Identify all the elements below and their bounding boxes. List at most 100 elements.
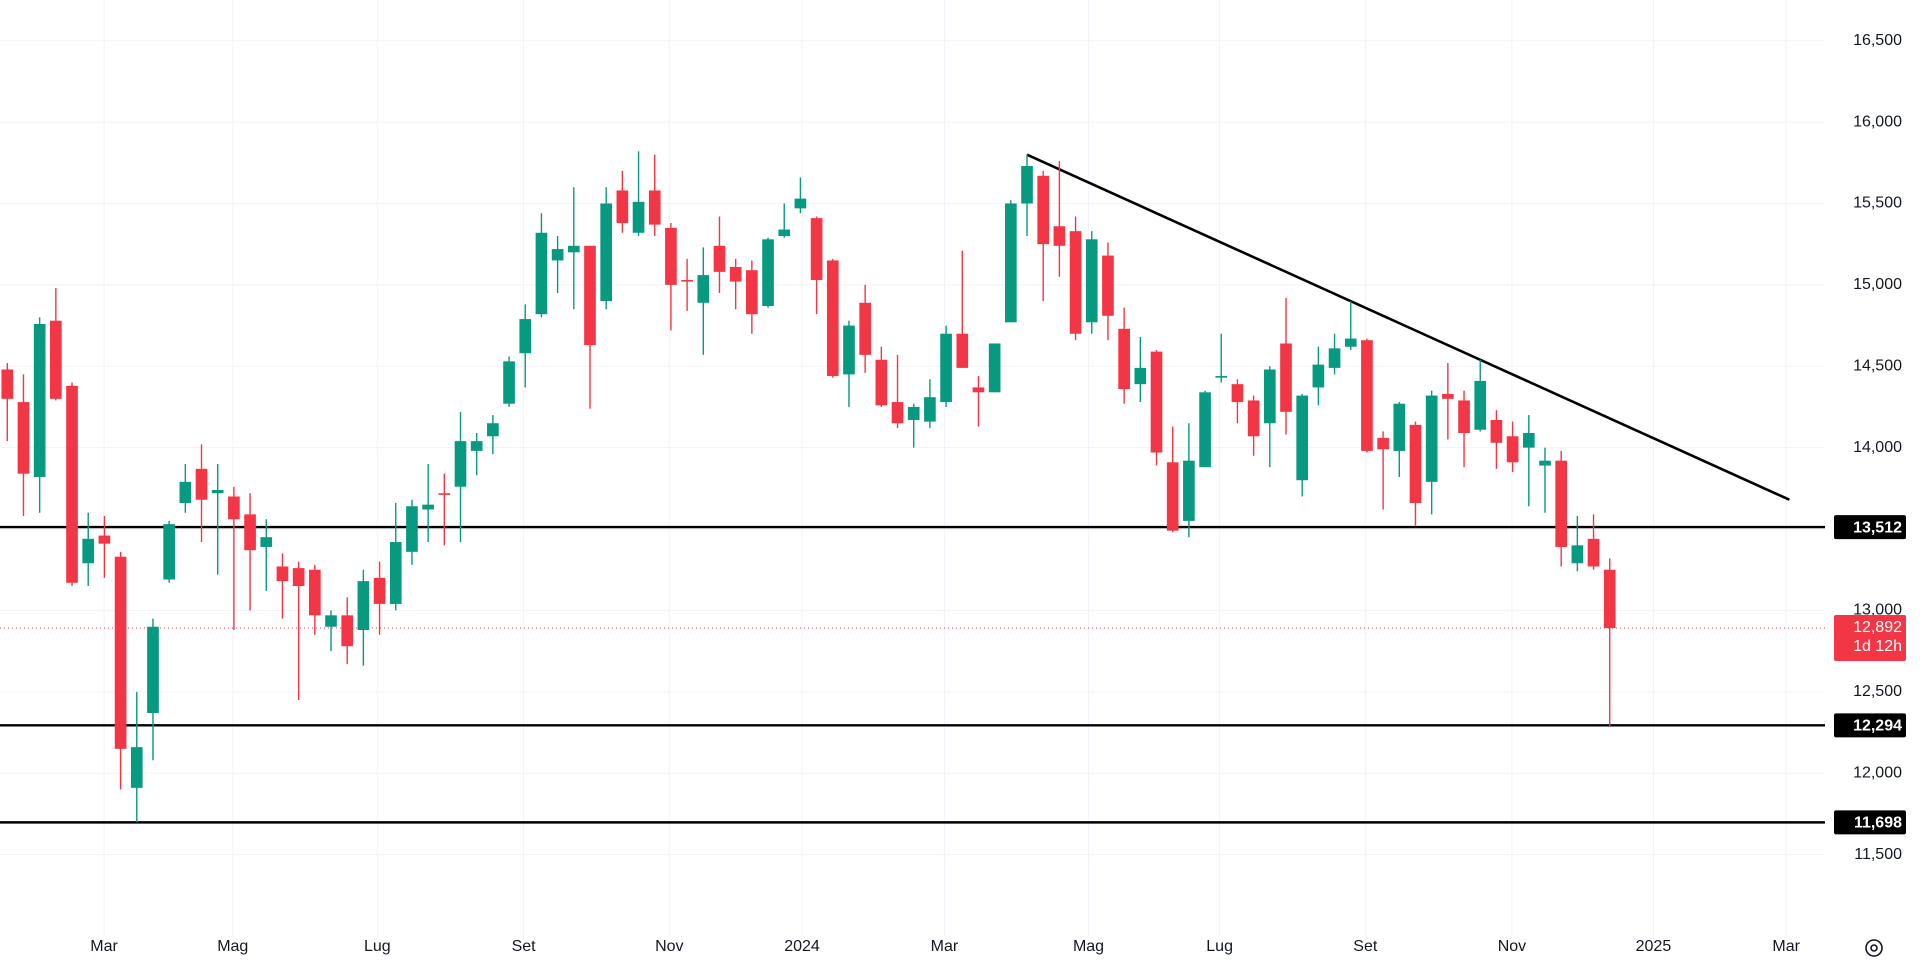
candle-body: [1263, 369, 1276, 424]
settings-icon[interactable]: [1865, 939, 1883, 957]
last-price-box: [1834, 615, 1906, 662]
candles: [1, 151, 1616, 823]
candle-body: [1005, 203, 1017, 323]
candle-body: [1166, 462, 1179, 531]
x-tick-label: Nov: [655, 938, 683, 955]
candle-body: [228, 496, 240, 520]
candle-body: [567, 245, 580, 253]
y-tick-label: 12,500: [1853, 683, 1902, 700]
candle-body: [810, 218, 823, 280]
candle-body: [972, 387, 985, 393]
candle-body: [826, 260, 839, 377]
level-label-box: [1834, 713, 1906, 738]
candle-body: [1296, 395, 1309, 481]
x-tick-label: Lug: [1206, 938, 1233, 955]
candle-body: [1183, 460, 1195, 521]
candle-body: [875, 359, 888, 406]
candle-body: [1102, 255, 1114, 316]
candle-body: [82, 538, 95, 564]
candle-body: [1037, 175, 1050, 245]
candle-body: [713, 245, 726, 272]
x-tick-label: Mar: [90, 938, 118, 955]
candle-body: [179, 481, 192, 503]
candle-body: [1199, 392, 1211, 468]
candle-body: [1247, 400, 1260, 437]
candle-body: [1377, 437, 1389, 450]
candle-body: [487, 423, 499, 437]
candle-body: [1571, 545, 1584, 564]
candle-body: [665, 227, 677, 285]
candle-body: [648, 190, 661, 225]
candle-body: [195, 468, 208, 500]
candle-body: [843, 325, 855, 375]
candle-body: [729, 266, 742, 282]
candle-body: [325, 615, 337, 627]
y-tick-label: 16,000: [1853, 113, 1902, 130]
candle-body: [1280, 343, 1292, 412]
candle-body: [924, 397, 936, 422]
candle-body: [211, 489, 224, 494]
candle-body: [1134, 367, 1147, 385]
candle-body: [1312, 364, 1325, 388]
candle-body: [1069, 231, 1082, 334]
candle-body: [98, 535, 111, 544]
y-tick-label: 11,500: [1854, 846, 1902, 863]
candle-body: [308, 569, 321, 616]
candle-body: [616, 190, 629, 224]
candle-body: [632, 201, 645, 233]
y-tick-label: 15,500: [1853, 195, 1902, 212]
candle-body: [1425, 395, 1438, 482]
candle-body: [1, 369, 14, 399]
candle-body: [1490, 419, 1503, 443]
candle-body: [292, 568, 305, 587]
candle-body: [373, 577, 386, 604]
grid: [0, 0, 1825, 936]
candle-body: [1555, 460, 1567, 547]
candle-body: [519, 319, 532, 354]
x-tick-label: 2024: [784, 938, 820, 955]
y-tick-label: 13,000: [1853, 602, 1902, 619]
candle-body: [1458, 400, 1470, 434]
level-label-box: [1834, 810, 1906, 835]
x-tick-label: 2025: [1636, 938, 1672, 955]
candle-body: [1215, 376, 1228, 378]
candle-body: [1328, 348, 1341, 368]
candle-body: [1231, 384, 1244, 403]
candle-body: [1118, 328, 1130, 390]
candle-body: [1344, 338, 1357, 347]
candle-body: [470, 441, 483, 451]
candle-body: [163, 524, 175, 580]
candle-body: [551, 249, 564, 261]
candle-body: [681, 279, 693, 282]
candle-body: [260, 537, 273, 547]
levels: [0, 153, 1825, 824]
level-label: 12,294: [1853, 718, 1902, 735]
x-tick-label: Lug: [364, 938, 391, 955]
x-tick-label: Mar: [931, 938, 959, 955]
candle-body: [244, 514, 256, 551]
candle-body: [1021, 166, 1033, 204]
candle-body: [357, 581, 370, 630]
candle-body: [422, 504, 434, 510]
candle-body: [746, 270, 758, 315]
y-tick-label: 14,000: [1853, 439, 1902, 456]
candle-body: [697, 275, 710, 303]
x-tick-label: Nov: [1498, 938, 1526, 955]
candle-body: [1053, 226, 1066, 246]
candle-body: [1474, 380, 1487, 430]
x-tick-label: Mag: [1073, 938, 1104, 955]
candle-body: [1522, 433, 1535, 448]
candle-body: [66, 385, 78, 583]
candle-body: [956, 333, 969, 368]
gear-outline: [1865, 939, 1883, 957]
x-tick-label: Set: [512, 938, 537, 955]
last-price-label: 12,892: [1853, 619, 1902, 636]
countdown-label: 1d 12h: [1853, 638, 1902, 655]
candle-body: [276, 566, 289, 582]
candle-body: [1506, 436, 1519, 463]
candle-body: [1409, 424, 1422, 503]
candle-body: [438, 493, 451, 495]
axes: 11,50012,00012,50013,00013,50014,00014,5…: [90, 32, 1906, 955]
level-label: 11,698: [1854, 815, 1902, 832]
